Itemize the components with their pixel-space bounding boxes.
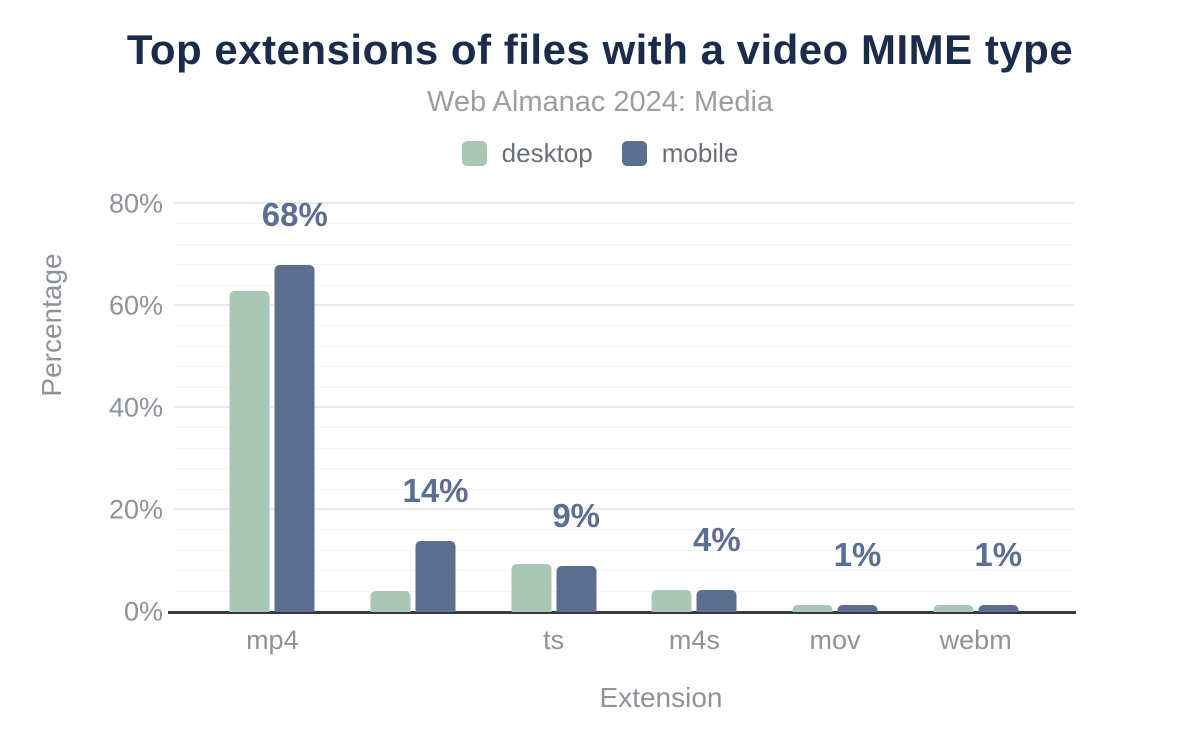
category-slot: 9% ts [483, 204, 624, 655]
data-label: 1% [833, 536, 882, 574]
major-gridline [174, 508, 1074, 510]
chart-subtitle: Web Almanac 2024: Media [426, 86, 774, 118]
bar-mobile[interactable] [274, 265, 315, 612]
y-axis-title: Percentage [36, 253, 67, 397]
minor-gridline [174, 590, 1074, 592]
category-slot: 1% mov [765, 204, 906, 655]
minor-gridline [174, 223, 1074, 225]
x-category-label: ts [543, 625, 565, 655]
y-tick-label: 60% [108, 290, 163, 321]
minor-gridline [174, 243, 1074, 245]
bar-desktop[interactable] [511, 564, 552, 612]
chart-title: Top extensions of files with a video MIM… [126, 26, 1074, 73]
data-label: 68% [261, 196, 328, 234]
x-category-label: mov [809, 625, 861, 655]
minor-gridline [174, 468, 1074, 470]
y-tick-label: 0% [123, 596, 163, 627]
category-slot: 68% mp4 [202, 198, 343, 655]
minor-gridline [174, 386, 1074, 388]
bar-desktop[interactable] [792, 605, 833, 612]
minor-gridline [174, 284, 1074, 286]
minor-gridline [174, 264, 1074, 266]
minor-gridline [174, 529, 1074, 531]
minor-gridline [174, 366, 1074, 368]
data-label: 14% [402, 471, 469, 509]
plot-area: 68% mp4 14% 9% ts 4% m4s 1% mov 1% webm [168, 198, 1076, 655]
minor-gridline [174, 427, 1074, 429]
x-axis-title: Extension [599, 682, 723, 713]
y-tick-label: 80% [108, 188, 163, 219]
legend-swatch-desktop [461, 141, 487, 166]
legend-label-desktop: desktop [501, 138, 593, 168]
legend: desktop mobile [0, 138, 1200, 169]
x-axis-line [168, 611, 1076, 614]
bar-desktop[interactable] [651, 589, 692, 612]
x-category-label: m4s [668, 625, 720, 655]
category-slot: 4% m4s [624, 204, 765, 655]
minor-gridline [174, 488, 1074, 490]
legend-item-desktop[interactable]: desktop [461, 138, 593, 169]
legend-swatch-mobile [621, 141, 647, 166]
bar-mobile[interactable] [978, 605, 1019, 612]
category-slot: 14% [343, 204, 484, 612]
y-tick-label: 20% [108, 494, 163, 525]
legend-label-mobile: mobile [661, 138, 739, 168]
data-label: 4% [692, 521, 741, 559]
minor-gridline [174, 447, 1074, 449]
data-label: 9% [552, 497, 601, 535]
bars-area: 68% mp4 14% 9% ts 4% m4s 1% mov 1% webm [174, 198, 1074, 655]
y-tick-label: 40% [108, 392, 163, 423]
x-category-label: webm [939, 625, 1012, 655]
category-slot: 1% webm [905, 204, 1046, 655]
legend-item-mobile[interactable]: mobile [621, 138, 739, 169]
bar-desktop[interactable] [229, 290, 270, 612]
data-label: 1% [974, 536, 1023, 574]
major-gridline [174, 202, 1074, 204]
minor-gridline [174, 549, 1074, 551]
bar-desktop[interactable] [933, 605, 974, 612]
bar-mobile[interactable] [556, 566, 597, 612]
minor-gridline [174, 570, 1074, 572]
x-category-label: mp4 [246, 625, 299, 655]
major-gridline [174, 304, 1074, 306]
minor-gridline [174, 345, 1074, 347]
bar-desktop[interactable] [370, 590, 411, 612]
bar-mobile[interactable] [696, 590, 737, 612]
major-gridline [174, 406, 1074, 408]
bar-mobile[interactable] [837, 605, 878, 612]
minor-gridline [174, 325, 1074, 327]
bar-mobile[interactable] [415, 540, 456, 612]
